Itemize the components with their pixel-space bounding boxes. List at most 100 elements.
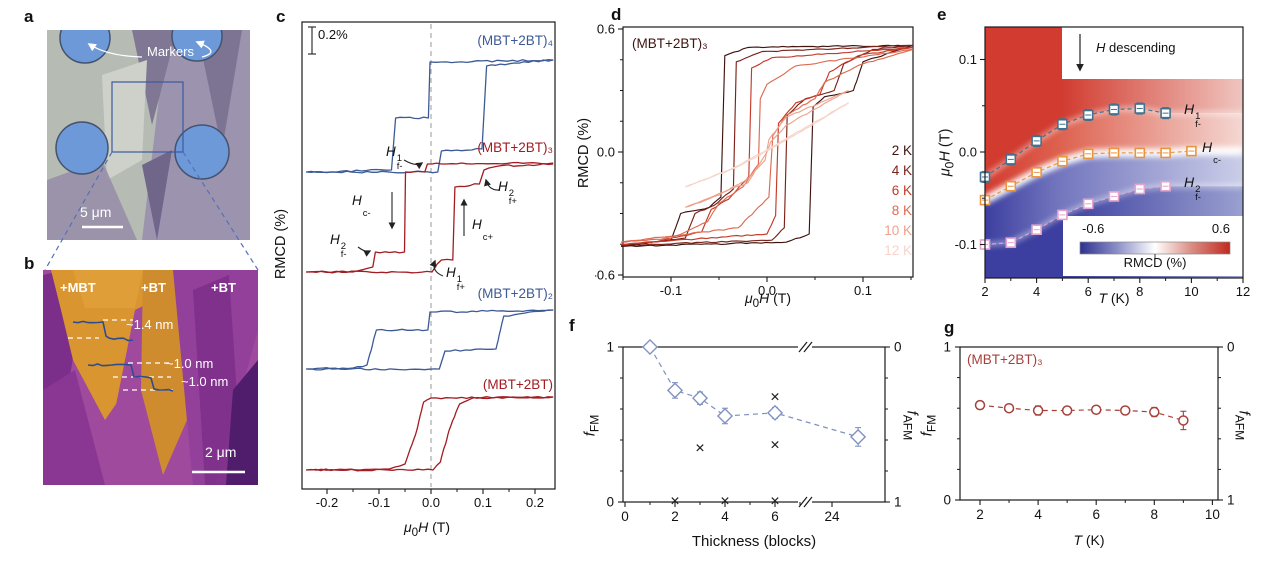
tick-label: -0.1	[660, 283, 682, 298]
data-point-circle	[1149, 406, 1160, 418]
panel-g-x-axis-label: T (K)	[1073, 532, 1105, 548]
region-label-mbt: +MBT	[60, 280, 96, 295]
tick-label: 2	[981, 284, 988, 299]
marker-arrow-right	[195, 40, 212, 58]
tick-label: 10	[1184, 284, 1198, 299]
data-point-diamond	[766, 404, 784, 421]
series-label-mbt2bt3: (MBT+2BT)₃	[477, 140, 553, 155]
annotation-arrow-hf1+	[429, 259, 444, 277]
data-point-diamond	[716, 407, 734, 425]
tick-label: 0	[894, 340, 902, 355]
region-label-bt2: +BT	[211, 280, 236, 295]
tick-label: 0.0	[758, 283, 776, 298]
h-descending-label: H descending	[1096, 40, 1176, 55]
loop-1-asc	[306, 163, 554, 274]
data-point-diamond	[666, 382, 684, 399]
legend-entry: 12 K	[884, 243, 912, 258]
data-point-circle	[1090, 404, 1102, 415]
panel-label-d: d	[611, 5, 622, 24]
panel-d-x-axis-label: μ0H (T)	[744, 290, 792, 310]
annotation-arrow-hf1-	[403, 159, 424, 170]
panel-g-sample-label: (MBT+2BT)₃	[967, 352, 1043, 367]
axis-break	[798, 496, 808, 508]
loop-10K-asc	[685, 89, 849, 208]
marker-circle	[55, 121, 109, 175]
data-point-diamond	[850, 428, 867, 445]
markers-label: Markers	[147, 44, 194, 59]
legend-entry: 6 K	[891, 183, 912, 198]
annotation-hf1-minus: H 1 f-	[386, 144, 403, 172]
data-point-circle	[1061, 405, 1073, 416]
panel-label-c: c	[276, 7, 286, 26]
tick-label: 4	[1034, 507, 1042, 522]
annotation-arrow-hf2-	[357, 246, 372, 257]
tick-label: 4	[721, 509, 729, 524]
tick-label: 2	[671, 509, 679, 524]
tick-label: 0	[621, 509, 629, 524]
panel-b-scale-bar-label: 2 μm	[205, 444, 237, 460]
tick-label: 0.1	[854, 283, 872, 298]
step-height-1: ~1.4 nm	[126, 317, 174, 332]
tick-label: 12	[1236, 284, 1250, 299]
panel-label-a: a	[24, 7, 34, 26]
chart-e-phase-diagram: 2 4 6 8 10 12 0.1 0.0 -0.1	[955, 26, 1250, 299]
temperature-legend: 2 K 4 K 6 K 8 K 10 K 12 K	[850, 141, 912, 261]
tick-label: 2	[976, 507, 984, 522]
afm-image	[43, 270, 258, 485]
tick-label: 0.6	[597, 22, 615, 37]
plot-frame	[301, 21, 556, 490]
tick-label: -0.1	[368, 495, 390, 510]
tick-label: 0.0	[959, 145, 977, 160]
tick-label: 8	[1151, 507, 1159, 522]
axis-break	[798, 341, 808, 353]
tick-label: 0	[606, 495, 614, 510]
data-point-circle	[1003, 402, 1015, 414]
series-label-mbt2bt4: (MBT+2BT)₄	[477, 33, 553, 48]
tick-label: 0.1	[474, 495, 492, 510]
phase-region-red-partial	[985, 108, 1243, 201]
tick-label: 4	[1033, 284, 1040, 299]
legend-entry: 10 K	[884, 223, 912, 238]
tick-label: 1	[943, 340, 951, 355]
chart-d-temperature-loops: -0.1 0.0 0.1 0.6 0.0 -0.6	[595, 22, 914, 298]
tick-label: 0.1	[959, 52, 977, 67]
tick-label: 6	[771, 509, 779, 524]
tick-label: 6	[1092, 507, 1100, 522]
panel-e-x-axis-label: T (K)	[1098, 290, 1130, 306]
colorbar-max-label: 0.6	[1211, 221, 1230, 236]
step-height-2: ~1.0 nm	[166, 356, 214, 371]
tick-label: 0	[943, 493, 951, 508]
legend-entry: 4 K	[891, 163, 912, 178]
optical-micrograph	[47, 30, 250, 240]
panel-d-sample-label: (MBT+2BT)₃	[632, 36, 708, 51]
tick-label: 24	[824, 509, 840, 524]
panel-label-e: e	[937, 5, 947, 24]
loop-10K-desc	[685, 89, 849, 208]
annotation-arrow-hf2+	[484, 178, 501, 191]
loop-2-desc	[306, 309, 554, 370]
loop-0-asc	[306, 59, 554, 174]
loop-6K-asc	[621, 46, 913, 246]
loop-6K-desc	[621, 46, 913, 245]
panel-f-x-axis-label: Thickness (blocks)	[691, 533, 817, 550]
data-point-circle	[974, 399, 986, 411]
series-label-hf2: H 2 f-	[1184, 174, 1201, 203]
annotation-hf1-plus: H 1 f+	[446, 265, 465, 293]
series-label-hf1: H 1 f-	[1184, 101, 1201, 130]
panel-c-x-axis-label: μ0H (T)	[403, 519, 451, 539]
tick-label: 0.0	[597, 145, 615, 160]
tick-label: 1	[606, 340, 614, 355]
data-point-circle	[1120, 405, 1131, 416]
height-profile-2	[87, 363, 174, 392]
colorbar-min-label: -0.6	[1082, 221, 1105, 236]
step-height-3: ~1.0 nm	[181, 374, 229, 389]
scale-bar-label: 0.2%	[318, 27, 348, 42]
zoom-line-right	[182, 151, 259, 271]
loop-3-asc	[306, 396, 554, 472]
annotation-hf2-plus: H 2 f+	[498, 179, 517, 207]
